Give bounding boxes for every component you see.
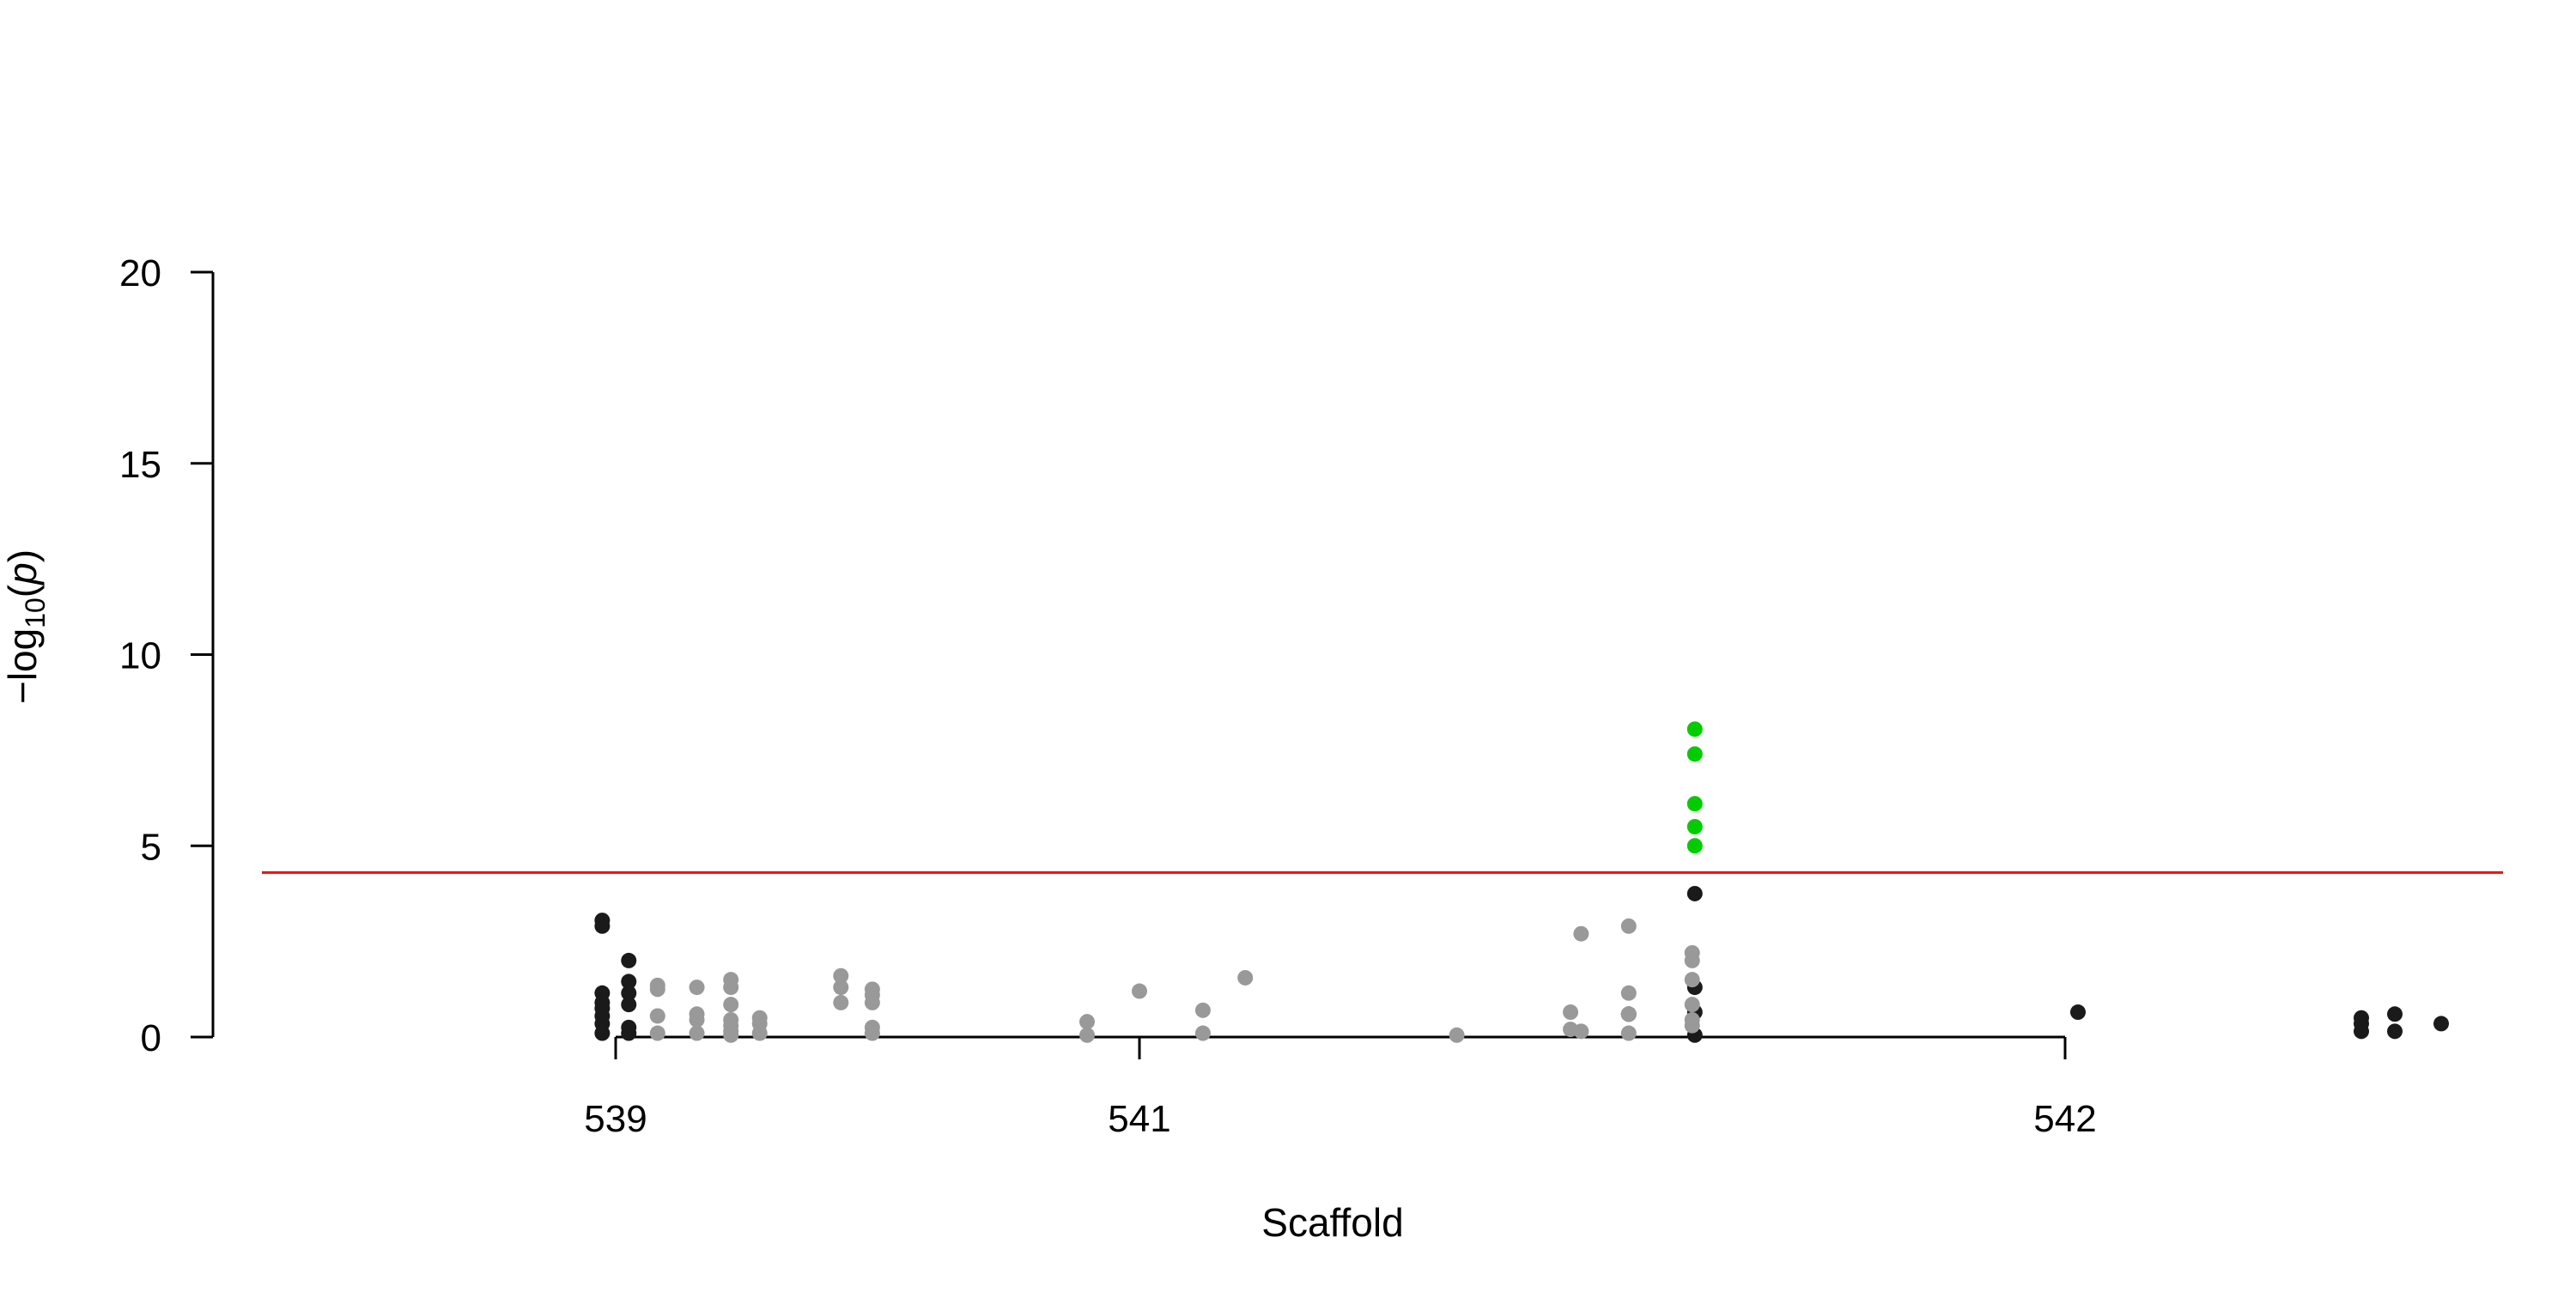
data-point: [2354, 1023, 2369, 1040]
y-tick-label: 10: [119, 635, 161, 677]
x-tick-label: 542: [2033, 1098, 2096, 1140]
data-point: [621, 952, 637, 968]
data-point: [2433, 1016, 2449, 1032]
y-axis-title-close: ): [0, 549, 45, 562]
y-axis-title-prefix: −log: [0, 628, 45, 704]
data-point: [1684, 952, 1700, 968]
x-tick-label: 539: [584, 1098, 647, 1140]
data-point: [2387, 1006, 2403, 1022]
y-tick-label: 5: [141, 826, 161, 868]
y-axis-title-subscript: 10: [20, 597, 51, 628]
data-point: [2387, 1023, 2403, 1040]
x-tick-label: 541: [1108, 1098, 1170, 1140]
data-point: [2070, 1004, 2086, 1021]
data-point: [723, 1027, 739, 1043]
data-point: [1684, 997, 1700, 1013]
data-point: [1237, 969, 1254, 986]
data-point: [621, 1025, 637, 1041]
data-point: [1079, 1027, 1095, 1043]
y-axis-title: −log10(p): [0, 549, 51, 704]
y-tick-label: 0: [141, 1017, 161, 1059]
data-point: [864, 1025, 880, 1041]
data-point: [1620, 985, 1637, 1001]
data-point: [689, 1011, 705, 1028]
data-point: [1449, 1027, 1465, 1043]
x-ticks: 539 541 542: [584, 1037, 2097, 1140]
data-point: [1684, 972, 1700, 988]
axes: [211, 272, 2065, 1039]
data-point: [689, 980, 705, 996]
data-point: [689, 1025, 705, 1041]
data-point: [1573, 1023, 1589, 1040]
data-point: [594, 1025, 611, 1041]
data-point: [833, 967, 849, 984]
data-point: [833, 994, 849, 1010]
data-point: [594, 918, 611, 934]
y-axis-title-var: p: [0, 562, 45, 586]
data-point: [649, 1025, 665, 1041]
data-point: [621, 997, 637, 1013]
data-point: [864, 994, 880, 1010]
data-points: [594, 721, 2449, 1043]
data-point: [833, 980, 849, 996]
data-point: [1686, 818, 1703, 834]
data-point: [723, 997, 739, 1013]
data-point: [1686, 885, 1703, 901]
data-point: [649, 981, 665, 998]
data-point: [1079, 1014, 1095, 1030]
data-point: [1194, 1025, 1211, 1041]
data-point: [621, 985, 637, 1001]
data-point: [1620, 918, 1637, 934]
data-point: [723, 980, 739, 996]
data-point: [649, 1008, 665, 1024]
data-point: [1686, 838, 1703, 854]
y-axis-title-open: (: [0, 584, 45, 597]
x-axis-title: Scaffold: [1261, 1200, 1403, 1245]
data-point: [1686, 746, 1703, 762]
data-point: [621, 974, 637, 990]
data-point: [1132, 983, 1147, 999]
y-tick-label: 15: [119, 444, 161, 486]
data-point: [751, 1025, 768, 1041]
data-point: [1573, 925, 1589, 942]
data-point: [1686, 721, 1703, 737]
data-point: [1620, 1006, 1637, 1022]
data-point: [1686, 796, 1703, 812]
data-point: [1194, 1002, 1211, 1018]
y-tick-label: 20: [119, 252, 161, 294]
data-point: [1684, 1017, 1700, 1034]
y-ticks: 0 5 10 15 20: [119, 252, 213, 1059]
data-point: [1620, 1025, 1637, 1041]
data-point: [1563, 1004, 1579, 1021]
